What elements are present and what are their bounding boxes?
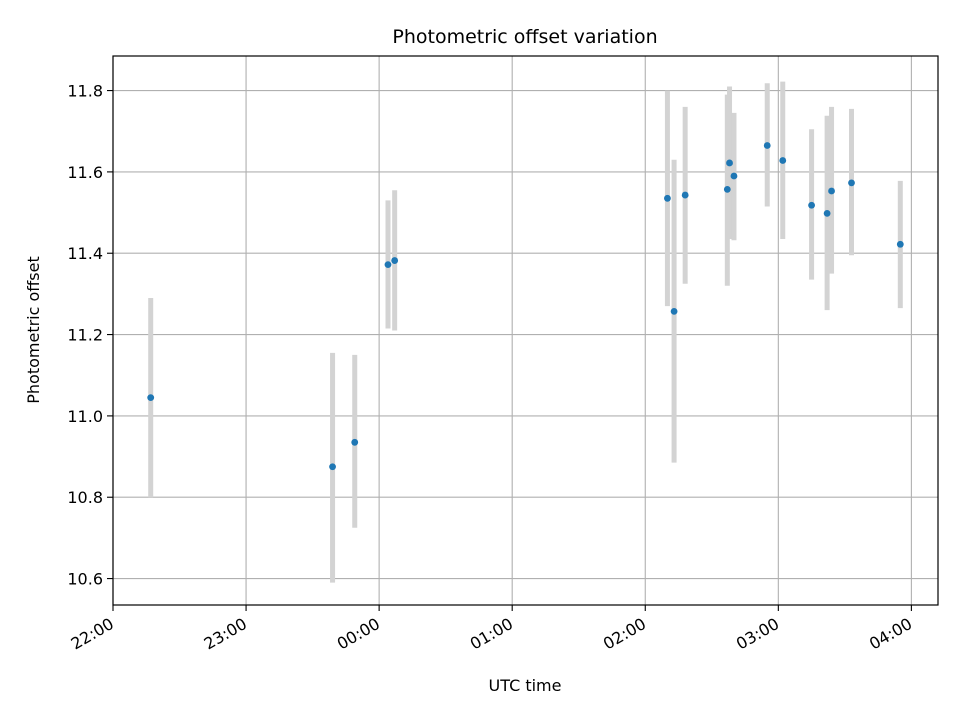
y-tick-label: 11.0: [67, 407, 103, 426]
data-point: [664, 194, 671, 202]
data-point: [147, 394, 155, 401]
chart-title: Photometric offset variation: [392, 26, 657, 48]
x-tick-label: 03:00: [733, 614, 782, 654]
data-point: [351, 438, 359, 446]
data-point: [828, 187, 835, 195]
data-point: [681, 191, 689, 199]
plot-area-frame: [112, 55, 939, 606]
data-point: [896, 240, 904, 248]
x-tick-label: 02:00: [600, 614, 649, 654]
data-point: [848, 179, 855, 187]
y-tick-label: 11.8: [67, 82, 103, 101]
data-point: [808, 201, 815, 209]
x-axis-label: UTC time: [489, 676, 562, 695]
y-axis-ticks: 10.6 10.8 11.0 11.2 11.4 11.6 11.8: [67, 82, 113, 589]
data-point: [670, 307, 678, 315]
error-bars: [148, 81, 903, 583]
data-point: [329, 463, 336, 471]
data-point: [384, 261, 392, 269]
data-point: [779, 157, 787, 164]
data-point: [823, 209, 831, 217]
x-tick-label: 00:00: [334, 614, 383, 654]
data-point: [726, 159, 733, 167]
data-point: [723, 185, 731, 193]
y-tick-label: 11.4: [67, 244, 103, 263]
y-tick-label: 11.6: [67, 163, 103, 182]
grid: [112, 56, 938, 605]
data-point: [391, 257, 399, 264]
data-point: [763, 142, 771, 149]
x-tick-label: 01:00: [467, 614, 516, 654]
y-tick-label: 11.2: [67, 326, 103, 345]
x-axis-ticks: 22:00 23:00 00:00 01:00 02:00 03:00 04:00: [68, 605, 915, 654]
data-point: [730, 172, 738, 180]
y-tick-label: 10.6: [67, 570, 103, 589]
x-tick-label: 23:00: [201, 614, 250, 654]
data-points: [147, 142, 904, 471]
x-tick-label: 04:00: [866, 614, 915, 654]
y-tick-label: 10.8: [67, 488, 103, 507]
y-axis-label: Photometric offset: [24, 256, 43, 404]
x-tick-label: 22:00: [68, 614, 117, 654]
